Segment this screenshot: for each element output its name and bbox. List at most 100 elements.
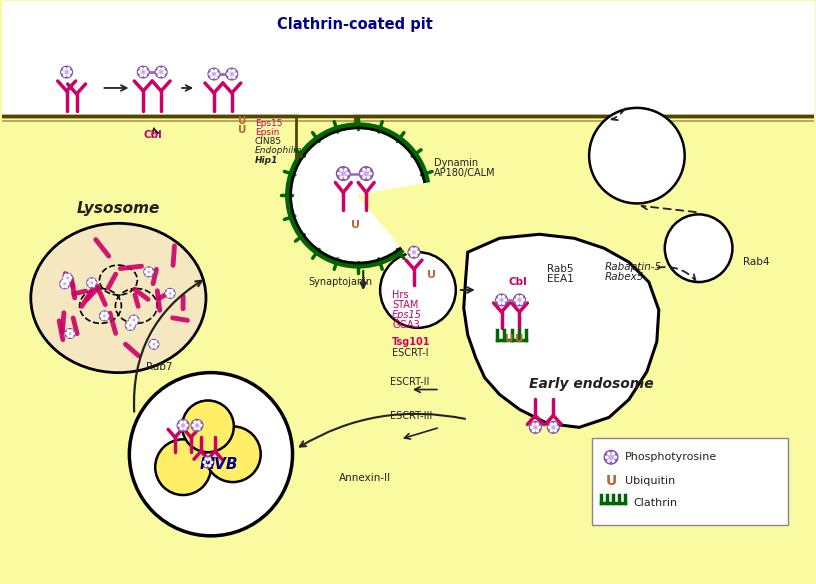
Circle shape <box>68 331 73 336</box>
Circle shape <box>129 315 139 325</box>
Polygon shape <box>463 234 659 427</box>
Circle shape <box>171 295 173 297</box>
Circle shape <box>530 422 541 433</box>
Text: STAM: STAM <box>392 300 419 310</box>
Circle shape <box>554 423 557 425</box>
Circle shape <box>144 68 146 70</box>
Text: U: U <box>605 474 617 488</box>
Circle shape <box>380 252 456 328</box>
Circle shape <box>211 71 216 77</box>
Circle shape <box>68 335 69 338</box>
Circle shape <box>336 166 350 180</box>
Circle shape <box>521 296 522 298</box>
Circle shape <box>154 340 157 343</box>
Circle shape <box>146 268 149 270</box>
Circle shape <box>205 458 207 460</box>
Circle shape <box>129 373 293 536</box>
Circle shape <box>68 68 69 70</box>
Circle shape <box>146 273 149 276</box>
Wedge shape <box>358 181 441 259</box>
Circle shape <box>338 172 340 175</box>
Circle shape <box>180 423 186 428</box>
Circle shape <box>154 346 157 348</box>
Circle shape <box>227 73 229 75</box>
Circle shape <box>340 176 342 178</box>
Circle shape <box>126 324 128 326</box>
Text: Annexin-II: Annexin-II <box>339 473 391 483</box>
Circle shape <box>347 172 348 175</box>
Circle shape <box>205 426 260 482</box>
Circle shape <box>149 268 152 270</box>
Text: Epsin: Epsin <box>255 128 279 137</box>
Circle shape <box>137 66 149 78</box>
Circle shape <box>211 69 213 72</box>
Circle shape <box>72 332 74 335</box>
Circle shape <box>536 423 539 425</box>
Text: Hrs: Hrs <box>392 290 409 300</box>
Circle shape <box>608 453 610 454</box>
Circle shape <box>205 464 207 467</box>
Circle shape <box>522 299 524 301</box>
Circle shape <box>191 419 203 432</box>
Text: Cbl: Cbl <box>144 130 162 140</box>
Text: Cbl: Cbl <box>508 277 527 287</box>
Circle shape <box>64 280 67 281</box>
Circle shape <box>102 314 107 318</box>
Circle shape <box>135 317 136 318</box>
Circle shape <box>171 290 173 292</box>
Circle shape <box>64 74 66 77</box>
Circle shape <box>665 214 733 282</box>
Circle shape <box>517 296 519 298</box>
Circle shape <box>102 318 104 319</box>
Circle shape <box>194 421 197 423</box>
Text: Rab5: Rab5 <box>548 264 574 274</box>
Circle shape <box>184 427 186 430</box>
Circle shape <box>155 439 211 495</box>
Circle shape <box>554 429 557 432</box>
Text: Rabaptin-5: Rabaptin-5 <box>605 262 663 272</box>
Circle shape <box>62 71 64 73</box>
Text: Hip1: Hip1 <box>255 155 278 165</box>
Circle shape <box>68 74 69 77</box>
Circle shape <box>340 171 347 177</box>
Circle shape <box>140 68 143 70</box>
Circle shape <box>166 292 168 294</box>
Circle shape <box>411 248 413 250</box>
Circle shape <box>151 346 153 348</box>
Circle shape <box>158 74 161 77</box>
Circle shape <box>533 423 534 425</box>
Text: U: U <box>515 334 524 344</box>
Circle shape <box>184 421 186 423</box>
Circle shape <box>550 423 552 425</box>
Circle shape <box>234 73 237 75</box>
Circle shape <box>530 426 533 429</box>
Circle shape <box>68 274 70 276</box>
Circle shape <box>140 74 143 77</box>
Circle shape <box>504 299 507 301</box>
Circle shape <box>548 422 559 433</box>
Circle shape <box>64 277 65 279</box>
Text: U: U <box>428 270 437 280</box>
Circle shape <box>62 280 64 282</box>
Circle shape <box>411 254 413 256</box>
Circle shape <box>151 271 153 273</box>
Circle shape <box>132 324 135 326</box>
Circle shape <box>359 166 373 180</box>
Circle shape <box>290 128 426 263</box>
Circle shape <box>135 322 136 324</box>
Circle shape <box>517 297 522 303</box>
Circle shape <box>100 315 103 317</box>
Text: Early endosome: Early endosome <box>529 377 654 391</box>
Text: ESCRT-III: ESCRT-III <box>390 411 432 422</box>
Circle shape <box>63 273 73 283</box>
Circle shape <box>361 172 363 175</box>
Circle shape <box>180 421 182 423</box>
Text: Synaptojanin: Synaptojanin <box>308 277 373 287</box>
Circle shape <box>211 76 213 78</box>
Circle shape <box>612 453 614 454</box>
Circle shape <box>146 71 148 73</box>
Circle shape <box>89 284 91 287</box>
Circle shape <box>65 276 69 280</box>
Circle shape <box>608 454 614 460</box>
Circle shape <box>87 281 90 284</box>
